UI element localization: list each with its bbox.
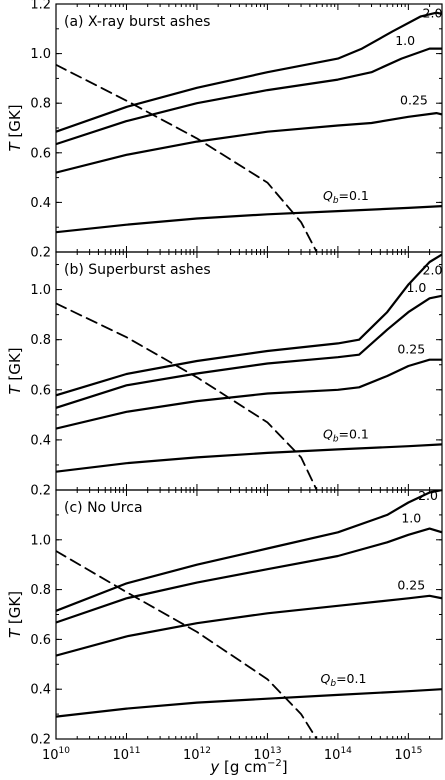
x-tick-label: 1014 xyxy=(324,746,352,763)
series-label: 0.25 xyxy=(397,578,425,593)
y-tick-label: 0.2 xyxy=(30,484,51,499)
series-line xyxy=(56,594,442,657)
y-tick-label: 0.6 xyxy=(30,146,51,161)
y-axis-label: T [GK] xyxy=(6,104,24,151)
x-tick-label: 1015 xyxy=(394,746,422,763)
series-line xyxy=(56,688,442,718)
x-axis-label: y [g cm−2] xyxy=(209,758,287,776)
series-label: Qb=0.1 xyxy=(323,188,369,206)
panels-group: 0.2 0.4 0.6 0.8 1.0 1.2 T [GK] 2.0 1.0 0.25 Qb=0.1… xyxy=(6,0,443,763)
dashed-line xyxy=(56,63,318,252)
panel-title: (b) Superburst ashes xyxy=(64,262,211,278)
y-tick-label: 1.0 xyxy=(30,533,51,548)
series-line xyxy=(56,294,442,409)
panel-3: 0.2 0.4 0.6 0.8 1.0 T [GK] 2.0 1.0 0.25 Qb=0.1 (c)… xyxy=(6,488,443,748)
series-label: 2.0 xyxy=(423,263,443,278)
series-line xyxy=(56,490,442,612)
series-label: 1.0 xyxy=(395,33,415,48)
curves xyxy=(56,490,442,739)
series-line xyxy=(56,47,442,146)
series-line xyxy=(56,443,442,473)
y-axis-label: T [GK] xyxy=(6,591,24,638)
series-label: 1.0 xyxy=(401,510,421,525)
y-tick-label: 0.2 xyxy=(30,246,51,261)
series-line xyxy=(56,112,442,174)
x-tick-label: 1013 xyxy=(253,746,281,763)
panel-1: 0.2 0.4 0.6 0.8 1.0 1.2 T [GK] 2.0 1.0 0.25 Qb=0.1… xyxy=(6,0,443,261)
series-label: 2.0 xyxy=(423,6,443,21)
x-tick-label: 1012 xyxy=(183,746,211,763)
series-line xyxy=(56,205,442,234)
y-tick-label: 0.8 xyxy=(30,333,51,348)
x-tick-label: 1010 xyxy=(42,746,70,763)
panel-2: 0.2 0.4 0.6 0.8 1.0 T [GK] 2.0 1.0 0.25 Qb=0.1 (b)… xyxy=(6,251,443,499)
y-tick-label: 0.8 xyxy=(30,97,51,112)
dashed-line xyxy=(56,302,318,490)
y-tick-label: 0.4 xyxy=(30,683,51,698)
series-line xyxy=(56,11,442,133)
series-line xyxy=(56,527,442,624)
y-tick-label: 0.8 xyxy=(30,583,51,598)
y-tick-label: 0.6 xyxy=(30,383,51,398)
y-tick-label: 0.4 xyxy=(30,433,51,448)
y-tick-label: 0.6 xyxy=(30,633,51,648)
curves xyxy=(56,253,442,490)
series-label: 0.25 xyxy=(397,341,425,356)
series-line xyxy=(56,253,442,397)
y-tick-label: 1.0 xyxy=(30,47,51,62)
x-tick-label: 1011 xyxy=(112,746,140,763)
series-label: 2.0 xyxy=(418,488,438,503)
y-tick-label: 0.4 xyxy=(30,196,51,211)
panel-title: (a) X-ray burst ashes xyxy=(64,14,210,30)
y-tick-label: 1.2 xyxy=(30,0,51,13)
series-label: Qb=0.1 xyxy=(323,427,369,445)
y-tick-label: 1.0 xyxy=(30,283,51,298)
series-line xyxy=(56,358,442,430)
y-tick-label: 0.2 xyxy=(30,733,51,748)
series-label: Qb=0.1 xyxy=(321,671,367,689)
curves xyxy=(56,11,442,252)
series-label: 1.0 xyxy=(406,280,426,295)
dashed-line xyxy=(56,550,318,739)
axes-frame xyxy=(55,489,443,740)
y-axis-label: T [GK] xyxy=(6,347,24,394)
series-label: 0.25 xyxy=(400,92,428,107)
panel-title: (c) No Urca xyxy=(64,500,143,516)
